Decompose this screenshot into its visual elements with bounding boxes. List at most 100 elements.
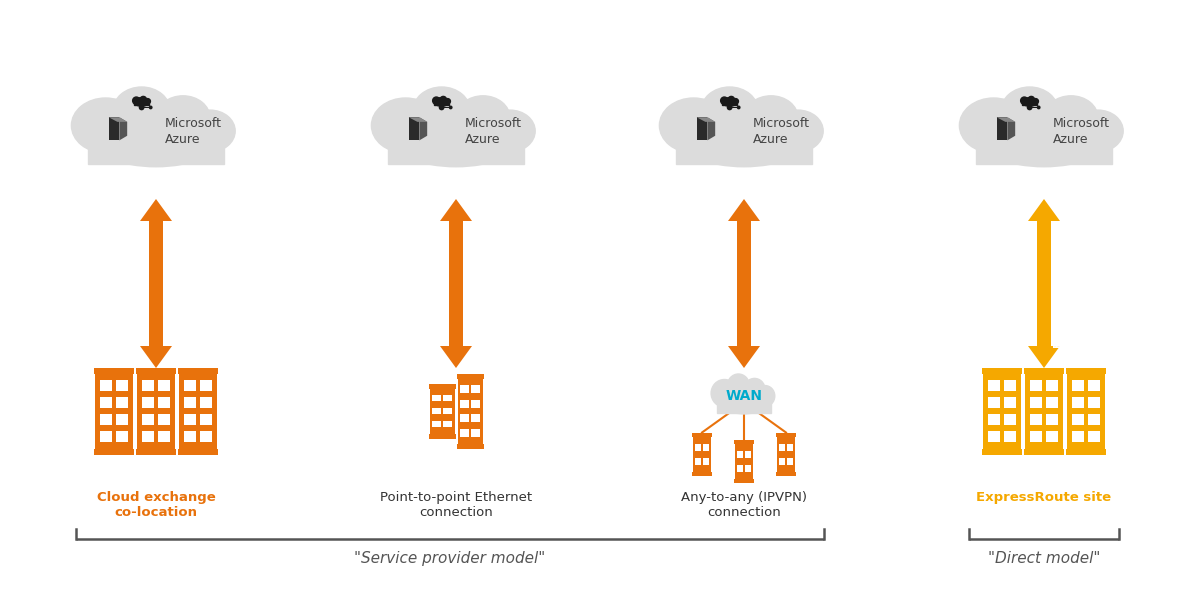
Bar	[432, 421, 440, 427]
Bar	[94, 368, 134, 374]
Text: Any-to-any (IPVPN)
connection: Any-to-any (IPVPN) connection	[682, 491, 808, 519]
Circle shape	[737, 106, 740, 109]
Text: "Direct model": "Direct model"	[988, 551, 1100, 566]
Bar	[136, 449, 176, 454]
Circle shape	[139, 105, 144, 111]
Ellipse shape	[389, 106, 523, 167]
Text: Microsoft
Azure: Microsoft Azure	[1054, 116, 1110, 145]
Ellipse shape	[728, 96, 734, 103]
Bar	[456, 374, 484, 378]
Bar	[730, 107, 739, 108]
Bar	[695, 457, 701, 465]
Bar	[158, 414, 170, 425]
Polygon shape	[440, 199, 472, 221]
Bar	[116, 380, 128, 391]
Ellipse shape	[89, 106, 223, 167]
Polygon shape	[419, 117, 427, 141]
Bar	[472, 400, 480, 408]
Bar	[1022, 103, 1037, 105]
Bar	[388, 135, 524, 164]
Bar	[142, 414, 154, 425]
Bar	[1025, 374, 1063, 449]
Bar	[142, 380, 154, 391]
Ellipse shape	[140, 96, 146, 103]
Ellipse shape	[1021, 97, 1028, 105]
Ellipse shape	[718, 384, 770, 414]
Bar	[1066, 368, 1106, 374]
Polygon shape	[119, 117, 127, 141]
Bar	[179, 374, 217, 449]
Ellipse shape	[732, 99, 738, 104]
Bar	[1004, 380, 1016, 391]
Bar	[695, 443, 701, 450]
Bar	[158, 380, 170, 391]
Bar	[472, 414, 480, 422]
Bar	[108, 117, 119, 141]
Text: ExpressRoute: ExpressRoute	[166, 248, 176, 329]
Bar	[1030, 414, 1042, 425]
Bar	[100, 380, 112, 391]
Bar	[158, 397, 170, 408]
Circle shape	[149, 106, 152, 109]
Bar	[692, 433, 712, 437]
Bar	[703, 457, 709, 465]
Bar	[1004, 397, 1016, 408]
Bar	[116, 397, 128, 408]
Polygon shape	[140, 346, 172, 368]
Bar	[178, 449, 218, 454]
Bar	[100, 414, 112, 425]
Ellipse shape	[721, 97, 728, 105]
Polygon shape	[1028, 346, 1060, 368]
Ellipse shape	[1022, 98, 1037, 106]
Ellipse shape	[113, 87, 170, 135]
Bar	[1067, 374, 1105, 449]
Ellipse shape	[722, 98, 737, 106]
Ellipse shape	[372, 98, 440, 153]
Bar	[676, 135, 812, 164]
Bar	[734, 479, 754, 482]
Ellipse shape	[1001, 87, 1058, 135]
Ellipse shape	[977, 106, 1111, 167]
Bar	[456, 443, 484, 449]
Ellipse shape	[712, 379, 738, 407]
Bar	[442, 107, 451, 108]
Bar	[988, 380, 1000, 391]
Bar	[158, 431, 170, 442]
Bar	[200, 380, 212, 391]
Bar	[737, 450, 743, 457]
Ellipse shape	[413, 87, 470, 135]
Ellipse shape	[433, 97, 440, 105]
Bar	[779, 457, 785, 465]
Bar	[988, 431, 1000, 442]
Bar	[149, 221, 163, 346]
Ellipse shape	[1028, 96, 1034, 103]
Text: ExpressRoute: ExpressRoute	[754, 248, 764, 329]
Polygon shape	[108, 117, 127, 122]
Bar	[718, 398, 770, 413]
Ellipse shape	[134, 98, 149, 106]
Text: Cloud exchange
co-location: Cloud exchange co-location	[97, 491, 215, 519]
Bar	[457, 378, 482, 443]
Bar	[142, 107, 151, 108]
Text: Microsoft
Azure: Microsoft Azure	[754, 116, 810, 145]
Bar	[694, 437, 710, 472]
Ellipse shape	[773, 110, 823, 152]
Bar	[988, 397, 1000, 408]
Circle shape	[1037, 106, 1040, 109]
Bar	[703, 443, 709, 450]
Ellipse shape	[727, 374, 750, 398]
Ellipse shape	[677, 106, 811, 167]
Polygon shape	[1028, 199, 1060, 221]
Text: WAN: WAN	[726, 389, 762, 403]
Bar	[1072, 397, 1084, 408]
Bar	[142, 397, 154, 408]
Bar	[116, 414, 128, 425]
Text: Microsoft
Azure: Microsoft Azure	[466, 116, 522, 145]
Bar	[95, 374, 133, 449]
Polygon shape	[440, 346, 472, 368]
Bar	[460, 385, 469, 393]
Bar	[449, 221, 463, 346]
Text: ExpressRoute Direct: ExpressRoute Direct	[1054, 229, 1064, 349]
Ellipse shape	[185, 110, 235, 152]
Bar	[100, 431, 112, 442]
